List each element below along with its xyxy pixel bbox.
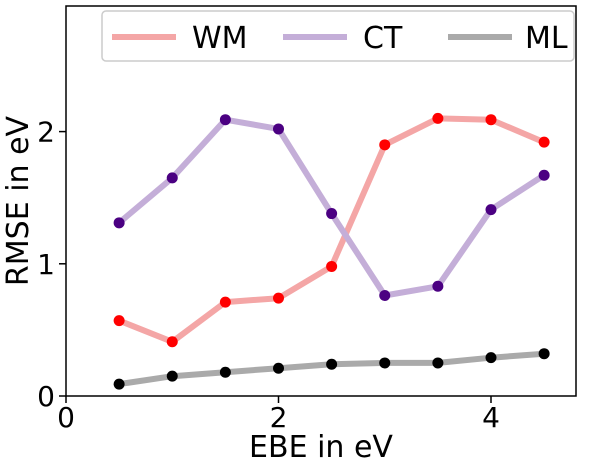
data-point-ct bbox=[538, 169, 550, 181]
y-tick-label: 0 bbox=[37, 380, 55, 413]
x-axis-label: EBE in eV bbox=[249, 430, 393, 463]
data-point-ml bbox=[379, 357, 391, 369]
x-tick-label: 4 bbox=[482, 401, 500, 434]
data-point-ml bbox=[273, 362, 284, 374]
data-point-wm bbox=[219, 296, 231, 308]
data-point-ml bbox=[538, 348, 550, 360]
data-point-ct bbox=[326, 208, 338, 220]
x-tick-label: 2 bbox=[270, 401, 288, 434]
data-point-wm bbox=[166, 336, 178, 348]
axes: 0 2 4 0 1 2 bbox=[37, 5, 577, 434]
data-point-wm bbox=[379, 139, 391, 151]
data-point-wm bbox=[273, 292, 284, 304]
data-point-ct bbox=[379, 290, 391, 302]
y-tick-label: 2 bbox=[37, 116, 55, 149]
data-point-ct bbox=[485, 204, 497, 216]
data-point-ml bbox=[166, 370, 178, 382]
data-point-ct bbox=[273, 123, 284, 135]
plot-frame bbox=[65, 5, 577, 397]
data-point-ml bbox=[432, 357, 444, 369]
data-point-wm bbox=[432, 112, 444, 124]
data-point-ml bbox=[113, 378, 125, 390]
data-point-ct bbox=[432, 280, 444, 292]
series-layer bbox=[113, 112, 550, 390]
data-point-ml bbox=[219, 366, 231, 378]
data-point-ml bbox=[326, 358, 338, 370]
data-point-wm bbox=[538, 136, 550, 148]
legend: WM CT ML bbox=[101, 10, 575, 62]
legend-label-wm: WM bbox=[192, 21, 248, 56]
data-point-wm bbox=[113, 315, 125, 327]
x-tick-label: 0 bbox=[57, 401, 75, 434]
data-point-ml bbox=[485, 352, 497, 364]
y-axis-label: RMSE in eV bbox=[1, 115, 36, 286]
data-point-ct bbox=[113, 217, 125, 229]
legend-label-ml: ML bbox=[525, 21, 568, 56]
data-point-wm bbox=[326, 260, 338, 272]
data-point-ct bbox=[219, 114, 231, 126]
y-tick-label: 1 bbox=[37, 248, 55, 281]
legend-label-ct: CT bbox=[363, 21, 403, 56]
data-point-ct bbox=[166, 172, 178, 184]
data-point-wm bbox=[485, 114, 497, 126]
